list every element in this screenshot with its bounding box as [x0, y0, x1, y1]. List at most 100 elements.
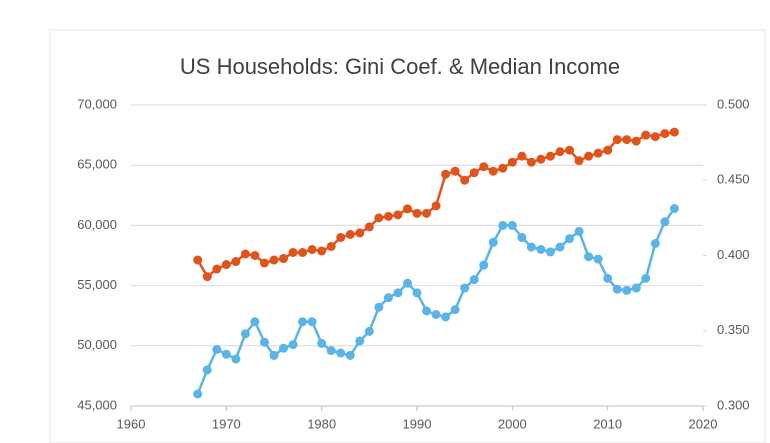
chart-title: US Households: Gini Coef. & Median Incom…: [180, 54, 620, 79]
point: [221, 349, 231, 359]
chart-frame: [49, 29, 766, 443]
x-tick-label: 1980: [307, 416, 336, 431]
point: [498, 163, 508, 173]
point: [240, 329, 250, 339]
point: [298, 247, 308, 257]
point: [565, 145, 575, 155]
point: [279, 343, 289, 353]
x-tick-label: 2000: [498, 416, 527, 431]
point: [431, 309, 441, 319]
point: [259, 337, 269, 347]
point: [326, 346, 336, 356]
point: [269, 255, 279, 265]
point: [212, 344, 222, 354]
point: [221, 260, 231, 270]
x-tick-label: 2010: [593, 416, 622, 431]
point: [660, 129, 670, 139]
point: [326, 241, 336, 251]
point: [240, 249, 250, 259]
point: [307, 317, 317, 327]
point: [431, 201, 441, 211]
point: [555, 242, 565, 252]
x-tick-label: 2020: [689, 416, 718, 431]
point: [593, 148, 603, 158]
point: [298, 317, 308, 327]
point: [469, 275, 479, 285]
point: [460, 175, 470, 185]
point: [317, 246, 327, 256]
point: [193, 389, 203, 399]
point: [669, 127, 679, 137]
point: [612, 135, 622, 145]
point: [517, 232, 527, 242]
y-tick-label: 60,000: [77, 217, 117, 232]
point: [622, 285, 632, 295]
point: [279, 254, 289, 264]
point: [603, 145, 613, 155]
point: [441, 312, 451, 322]
point: [202, 272, 212, 282]
point: [488, 237, 498, 247]
point: [650, 132, 660, 142]
point: [536, 244, 546, 254]
point: [460, 283, 470, 293]
point: [641, 273, 651, 283]
point: [364, 326, 374, 336]
point: [479, 162, 489, 172]
point: [412, 208, 422, 218]
point: [374, 302, 384, 312]
point: [250, 317, 260, 327]
point: [584, 151, 594, 161]
x-tick-label: 1990: [403, 416, 432, 431]
point: [565, 234, 575, 244]
point: [526, 157, 536, 167]
point: [517, 151, 527, 161]
y-tick-label: 55,000: [77, 277, 117, 292]
point: [469, 168, 479, 178]
point: [288, 340, 298, 350]
point: [422, 208, 432, 218]
point: [412, 288, 422, 298]
point: [212, 264, 222, 274]
point: [422, 306, 432, 316]
point: [507, 220, 517, 230]
point: [641, 130, 651, 140]
point: [526, 242, 536, 252]
point: [441, 169, 451, 179]
y2-tick-label: 0.350: [717, 322, 750, 337]
point: [374, 213, 384, 223]
point: [364, 222, 374, 232]
point: [479, 260, 489, 270]
y-tick-label: 65,000: [77, 157, 117, 172]
y-tick-label: 45,000: [77, 397, 117, 412]
point: [231, 257, 241, 267]
point: [612, 284, 622, 294]
y2-tick-label: 0.400: [717, 247, 750, 262]
y2-tick-label: 0.300: [717, 397, 750, 412]
point: [393, 288, 403, 298]
point: [307, 244, 317, 254]
y-tick-label: 50,000: [77, 337, 117, 352]
point: [383, 211, 393, 221]
point: [402, 204, 412, 214]
point: [450, 166, 460, 176]
point: [669, 204, 679, 214]
point: [450, 305, 460, 315]
point: [231, 354, 241, 364]
point: [545, 151, 555, 161]
point: [593, 254, 603, 264]
point: [336, 348, 346, 358]
point: [202, 365, 212, 375]
point: [631, 136, 641, 146]
point: [250, 251, 260, 260]
point: [574, 156, 584, 166]
point: [345, 350, 355, 360]
point: [660, 217, 670, 227]
point: [336, 232, 346, 242]
point: [193, 255, 203, 265]
point: [574, 226, 584, 236]
point: [545, 247, 555, 257]
point: [622, 135, 632, 145]
point: [288, 247, 298, 257]
